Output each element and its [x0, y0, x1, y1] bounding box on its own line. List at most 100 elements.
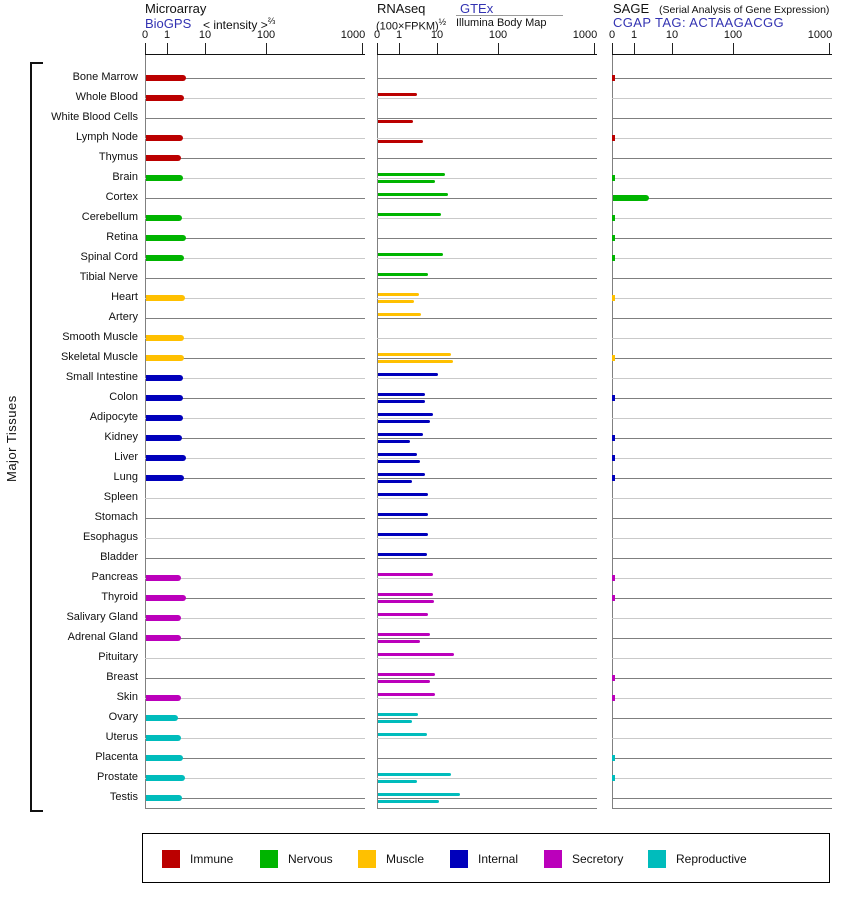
- rnaseq-gridline-breast: [377, 678, 597, 679]
- sage-trace-tick-skin: [612, 695, 615, 701]
- rnaseq-gridline-cerebellum: [377, 218, 597, 219]
- microarray-gridline-small-intestine: [145, 378, 365, 379]
- bar-rnaseq-gtex-adrenal-gland: [378, 633, 430, 636]
- microarray-gridline-spinal-cord: [145, 258, 365, 259]
- tissue-label-adipocyte: Adipocyte: [89, 411, 138, 423]
- rnaseq-gridline-cortex: [377, 198, 597, 199]
- rnaseq-panel-title: RNAseq: [377, 1, 426, 16]
- rnaseq-gridline-artery: [377, 318, 597, 319]
- microarray-gridline-uterus: [145, 738, 365, 739]
- tissue-label-retina: Retina: [106, 231, 138, 243]
- sage-axis-tick-label-1000: 1000: [807, 29, 833, 41]
- sage-panel-title: SAGE: [613, 1, 650, 16]
- bar-rnaseq-gtex-small-intestine: [378, 373, 439, 376]
- rnaseq-gridline-smooth-muscle: [377, 338, 597, 339]
- sage-trace-tick-pancreas: [612, 575, 615, 581]
- sage-gridline-skin: [612, 698, 832, 699]
- tissue-label-salivary-gland: Salivary Gland: [66, 611, 138, 623]
- bar-microarray-prostate: [146, 775, 186, 781]
- microarray-axis-tick-1: [167, 43, 168, 54]
- sage-gridline-skeletal-muscle: [612, 358, 832, 359]
- sage-trace-tick-placenta: [612, 755, 615, 761]
- tissue-label-whole-blood: Whole Blood: [75, 91, 138, 103]
- legend-swatch-muscle: [358, 850, 376, 868]
- microarray-gridline-cortex: [145, 198, 365, 199]
- rnaseq-gridline-tibial-nerve: [377, 278, 597, 279]
- tissue-label-smooth-muscle: Smooth Muscle: [62, 331, 138, 343]
- bar-rnaseq-gtex-testis: [378, 793, 460, 796]
- sage-gridline-bone-marrow: [612, 78, 832, 79]
- tissue-label-spleen: Spleen: [103, 491, 138, 503]
- tissue-label-spinal-cord: Spinal Cord: [80, 251, 138, 263]
- legend-label-muscle: Muscle: [386, 852, 425, 866]
- rnaseq-gridline-retina: [377, 238, 597, 239]
- bar-microarray-smooth-muscle: [146, 335, 185, 341]
- rnaseq-panel-left-border: [377, 54, 378, 808]
- sage-gridline-uterus: [612, 738, 832, 739]
- tissue-label-esophagus: Esophagus: [82, 531, 138, 543]
- bar-microarray-whole-blood: [146, 95, 185, 101]
- bar-microarray-salivary-gland: [146, 615, 182, 621]
- sage-gridline-thyroid: [612, 598, 832, 599]
- bar-rnaseq-gtex-adipocyte: [378, 413, 433, 416]
- tissue-label-pituitary: Pituitary: [98, 651, 138, 663]
- rnaseq-gridline-prostate: [377, 778, 597, 779]
- sage-gridline-thymus: [612, 158, 832, 159]
- microarray-gridline-liver: [145, 458, 365, 459]
- bar-microarray-testis: [146, 795, 183, 801]
- gtex-link[interactable]: GTEx: [460, 1, 494, 16]
- biogps-link[interactable]: BioGPS: [145, 16, 192, 31]
- microarray-axis-tick-label-0: 0: [141, 29, 149, 41]
- bar-rnaseq-gtex-stomach: [378, 513, 428, 516]
- rnaseq-axis-baseline: [377, 54, 597, 55]
- legend-swatch-reproductive: [648, 850, 666, 868]
- bar-rnaseq-illumina-lung: [378, 480, 412, 483]
- sage-axis-tick-label-10: 10: [665, 29, 679, 41]
- microarray-panel-bottom-border: [145, 808, 365, 809]
- sage-panel-left-border: [612, 54, 613, 808]
- bar-rnaseq-gtex-tibial-nerve: [378, 273, 428, 276]
- tissue-label-artery: Artery: [108, 311, 138, 323]
- sage-trace-tick-thyroid: [612, 595, 615, 601]
- microarray-gridline-skin: [145, 698, 365, 699]
- bar-microarray-pancreas: [146, 575, 181, 581]
- tissue-label-uterus: Uterus: [105, 731, 138, 743]
- sage-gridline-white-blood-cells: [612, 118, 832, 119]
- tissue-label-adrenal-gland: Adrenal Gland: [67, 631, 138, 643]
- sage-trace-tick-liver: [612, 455, 615, 461]
- bar-rnaseq-illumina-ovary: [378, 720, 412, 723]
- microarray-axis-tick-0: [145, 43, 146, 54]
- cgap-tag-link[interactable]: CGAP TAG: ACTAAGACGG: [613, 15, 785, 30]
- microarray-unit-label: < intensity >⅔: [203, 16, 276, 32]
- sage-axis-tick-10: [672, 43, 673, 54]
- bar-rnaseq-gtex-pancreas: [378, 573, 433, 576]
- bar-rnaseq-gtex-lung: [378, 473, 425, 476]
- rnaseq-gridline-stomach: [377, 518, 597, 519]
- legend-label-nervous: Nervous: [288, 852, 333, 866]
- bar-rnaseq-gtex-pituitary: [378, 653, 455, 656]
- legend-label-secretory: Secretory: [572, 852, 624, 866]
- rnaseq-gridline-lung: [377, 478, 597, 479]
- sage-gridline-cortex: [612, 198, 832, 199]
- sage-gridline-prostate: [612, 778, 832, 779]
- rnaseq-gridline-whole-blood: [377, 98, 597, 99]
- sage-axis-tick-label-100: 100: [723, 29, 743, 41]
- bar-rnaseq-illumina-kidney: [378, 440, 410, 443]
- tissue-label-bladder: Bladder: [100, 551, 138, 563]
- bar-microarray-spinal-cord: [146, 255, 185, 261]
- bar-rnaseq-gtex-artery: [378, 313, 421, 316]
- tissue-label-thymus: Thymus: [98, 151, 138, 163]
- sage-trace-tick-kidney: [612, 435, 615, 441]
- sage-trace-tick-skeletal-muscle: [612, 355, 615, 361]
- rnaseq-gridline-thyroid: [377, 598, 597, 599]
- sage-gridline-spinal-cord: [612, 258, 832, 259]
- sage-axis-tick-1: [634, 43, 635, 54]
- bar-rnaseq-illumina-liver: [378, 460, 420, 463]
- tissue-label-testis: Testis: [109, 791, 138, 803]
- tissue-label-placenta: Placenta: [95, 751, 138, 763]
- microarray-axis-tick-label-100: 100: [256, 29, 276, 41]
- bar-rnaseq-gtex-thyroid: [378, 593, 433, 596]
- bar-rnaseq-gtex-heart: [378, 293, 420, 296]
- rnaseq-gridline-spinal-cord: [377, 258, 597, 259]
- microarray-gridline-pancreas: [145, 578, 365, 579]
